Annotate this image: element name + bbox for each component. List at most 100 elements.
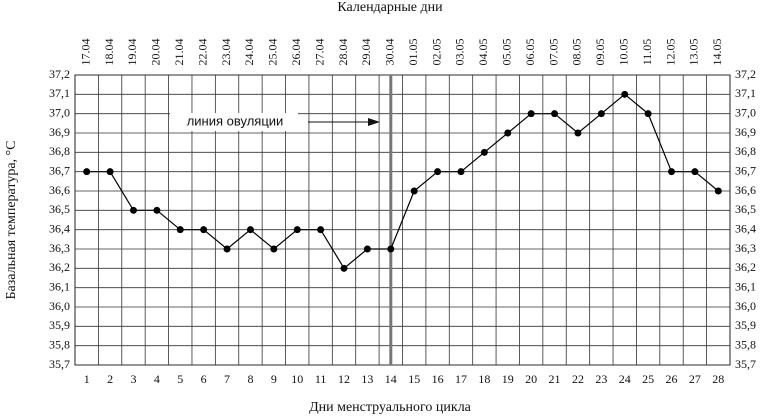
y2-tick-label: 36,7: [735, 163, 756, 177]
x-tick-label: 8: [247, 372, 253, 386]
y-tick-label: 36,2: [49, 260, 70, 274]
x-tick-label: 10: [291, 372, 303, 386]
x-tick-label: 24: [619, 372, 631, 386]
x-tick-label: 18: [478, 372, 490, 386]
date-label: 28.04: [336, 39, 350, 66]
y-tick-label: 37,0: [49, 105, 70, 119]
annotation-arrowhead: [368, 118, 380, 126]
y2-tick-label: 35,9: [735, 318, 756, 332]
y2-tick-label: 36,3: [735, 241, 756, 255]
x-tick-label: 9: [271, 372, 277, 386]
date-label: 23.04: [219, 39, 233, 66]
date-label: 01.05: [406, 39, 420, 66]
y-tick-label: 36,6: [49, 183, 70, 197]
data-point: [176, 226, 184, 234]
data-point: [129, 206, 137, 214]
data-point: [106, 168, 114, 176]
date-label: 13.05: [687, 39, 701, 66]
y2-tick-label: 35,8: [735, 337, 756, 351]
date-label: 06.05: [523, 39, 537, 66]
x-tick-label: 25: [642, 372, 654, 386]
y-tick-label: 35,7: [49, 357, 70, 371]
x-tick-label: 27: [689, 372, 701, 386]
x-tick-label: 23: [595, 372, 607, 386]
x-tick-label: 17: [455, 372, 467, 386]
data-point: [574, 129, 582, 137]
data-point: [691, 168, 699, 176]
date-label: 30.04: [383, 39, 397, 66]
date-label: 27.04: [312, 39, 326, 66]
date-label: 24.04: [242, 39, 256, 66]
x-axis-label: Дни менструального цикла: [309, 400, 472, 415]
y-tick-label: 36,4: [49, 221, 70, 235]
y2-tick-label: 36,6: [735, 183, 756, 197]
date-label: 25.04: [266, 39, 280, 66]
x-tick-label: 16: [432, 372, 444, 386]
date-label: 19.04: [125, 39, 139, 66]
data-point: [223, 245, 231, 253]
data-point: [363, 245, 371, 253]
y2-tick-label: 36,0: [735, 299, 756, 313]
y2-tick-label: 36,8: [735, 144, 756, 158]
date-label: 05.05: [500, 39, 514, 66]
date-label: 20.04: [149, 39, 163, 66]
data-point: [153, 206, 161, 214]
x-tick-label: 22: [572, 372, 584, 386]
data-point: [551, 110, 559, 118]
data-point: [387, 245, 395, 253]
annotation-text: линия овуляции: [187, 113, 284, 128]
date-label: 29.04: [359, 39, 373, 66]
date-label: 11.05: [640, 39, 654, 66]
y2-tick-label: 37,0: [735, 105, 756, 119]
date-label: 12.05: [663, 39, 677, 66]
annotation-bg: [170, 113, 298, 131]
date-label: 14.05: [710, 39, 724, 66]
date-label: 02.05: [429, 39, 443, 66]
data-point: [410, 187, 418, 195]
x-tick-label: 20: [525, 372, 537, 386]
date-label: 08.05: [570, 39, 584, 66]
x-tick-label: 4: [154, 372, 160, 386]
y-tick-label: 37,2: [49, 67, 70, 81]
y2-tick-label: 37,2: [735, 67, 756, 81]
y2-tick-label: 36,5: [735, 202, 756, 216]
data-line: [86, 93, 719, 270]
data-point: [597, 110, 605, 118]
date-label: 22.04: [195, 39, 209, 66]
x-tick-label: 12: [338, 372, 350, 386]
data-point: [340, 264, 348, 272]
y2-tick-label: 36,9: [735, 125, 756, 139]
y-tick-label: 36,0: [49, 299, 70, 313]
x-tick-label: 1: [84, 372, 90, 386]
x-tick-label: 2: [107, 372, 113, 386]
data-point: [480, 148, 488, 156]
data-point: [668, 168, 676, 176]
y-tick-label: 35,9: [49, 318, 70, 332]
y2-tick-label: 37,1: [735, 86, 756, 100]
x-tick-label: 19: [502, 372, 514, 386]
data-point: [83, 168, 91, 176]
chart-title: Календарные дни: [337, 0, 443, 15]
y-tick-label: 36,8: [49, 144, 70, 158]
date-label: 17.04: [78, 39, 92, 66]
data-point: [317, 226, 325, 234]
x-tick-label: 28: [712, 372, 724, 386]
y-tick-label: 36,7: [49, 163, 70, 177]
x-tick-label: 14: [385, 372, 397, 386]
x-tick-label: 13: [361, 372, 373, 386]
x-tick-label: 5: [177, 372, 183, 386]
date-label: 10.05: [616, 39, 630, 66]
data-point: [527, 110, 535, 118]
y2-tick-label: 36,2: [735, 260, 756, 274]
y-axis-label: Базальная температура, °C: [4, 141, 19, 300]
x-tick-label: 11: [315, 372, 327, 386]
data-point: [200, 226, 208, 234]
y-tick-label: 36,9: [49, 125, 70, 139]
x-tick-label: 3: [130, 372, 136, 386]
x-tick-label: 15: [408, 372, 420, 386]
x-tick-label: 21: [549, 372, 561, 386]
data-point: [434, 168, 442, 176]
y-tick-label: 36,1: [49, 279, 70, 293]
x-tick-label: 6: [201, 372, 207, 386]
